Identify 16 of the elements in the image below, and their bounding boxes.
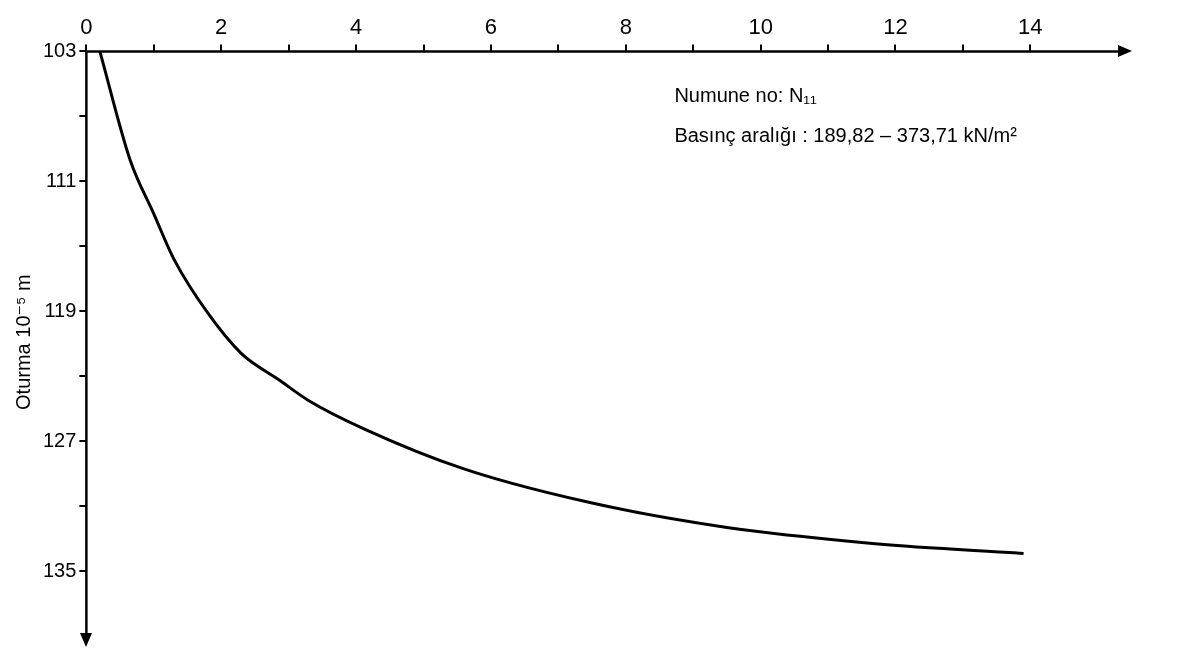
y-tick-label: 127 [42,428,77,451]
x-tick-label: 12 [883,14,908,40]
annotation: Basınç aralığı : 189,82 – 373,71 kN/m² [674,123,1018,146]
y-axis-title: Oturma 10⁻⁵ m [11,274,34,410]
x-tick-label: 14 [1018,14,1043,40]
x-tick-label: 2 [215,14,228,40]
x-tick-label: 4 [349,14,363,40]
x-tick-label: 10 [748,14,773,40]
y-tick-label: 119 [44,298,77,321]
y-tick-label: 103 [42,38,77,61]
annotation: Numune no: N₁₁ [674,83,818,106]
x-tick-label: 6 [484,14,498,40]
x-tick-label: 0 [80,14,93,40]
x-tick-label: 8 [619,14,632,40]
y-tick-label: 111 [45,168,77,191]
y-tick-label: 135 [42,558,77,581]
